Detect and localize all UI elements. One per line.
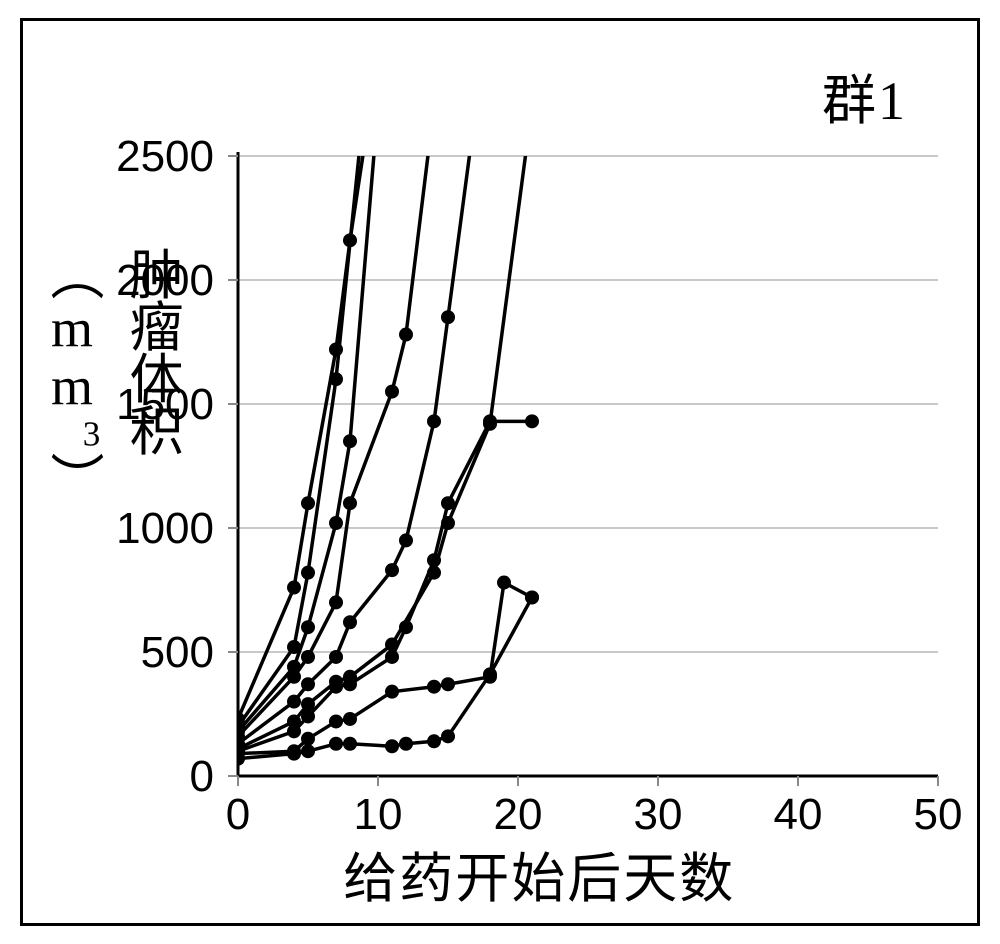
figure-frame: 群1 肿瘤体积（mm3） 给药开始后天数 0500100015002000250… (20, 18, 980, 926)
line-chart (23, 21, 977, 923)
